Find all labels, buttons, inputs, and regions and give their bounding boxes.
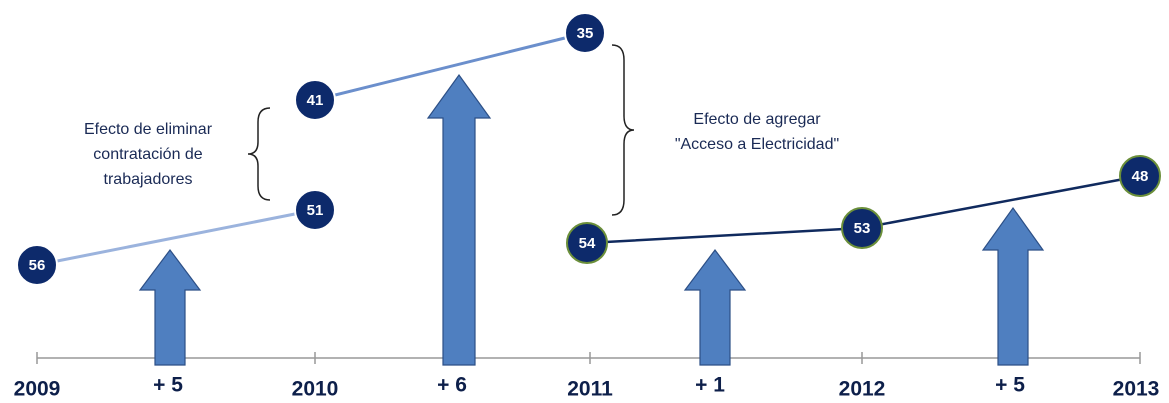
annotation: contratación de [93,146,203,163]
annotation: "Acceso a Electricidad" [675,136,839,153]
node-label: 51 [307,202,324,219]
annotation: trabajadores [104,171,193,188]
rank-node: 48 [1119,155,1161,197]
brace [611,44,635,216]
arrow [683,249,747,366]
year-label: 2010 [292,378,339,401]
axis-ticks [36,352,1141,364]
node-label: 53 [854,220,871,237]
change-label: + 5 [995,374,1025,397]
arrow [981,206,1045,366]
year-label: 2009 [14,378,61,401]
annotation: Efecto de agregar [693,111,821,128]
rank-node: 56 [16,244,58,286]
year-label: 2012 [839,378,886,401]
annotation: Efecto de eliminar [84,121,213,138]
arrow [138,249,202,366]
rank-node: 54 [566,222,608,264]
year-label: 2013 [1113,378,1160,401]
node-label: 48 [1132,168,1149,185]
node-label: 41 [307,92,324,109]
change-label: + 5 [153,374,183,397]
node-label: 35 [577,25,594,42]
rank-node: 41 [294,79,336,121]
arrow [426,73,492,366]
connector [36,208,316,267]
node-label: 56 [29,257,46,274]
rank-node: 53 [841,207,883,249]
connector [314,31,586,102]
node-label: 54 [579,235,596,252]
rank-node: 35 [564,12,606,54]
change-label: + 1 [695,374,725,397]
year-label: 2011 [567,378,613,401]
rank-node: 51 [294,189,336,231]
change-label: + 6 [437,374,467,397]
brace [247,107,271,201]
